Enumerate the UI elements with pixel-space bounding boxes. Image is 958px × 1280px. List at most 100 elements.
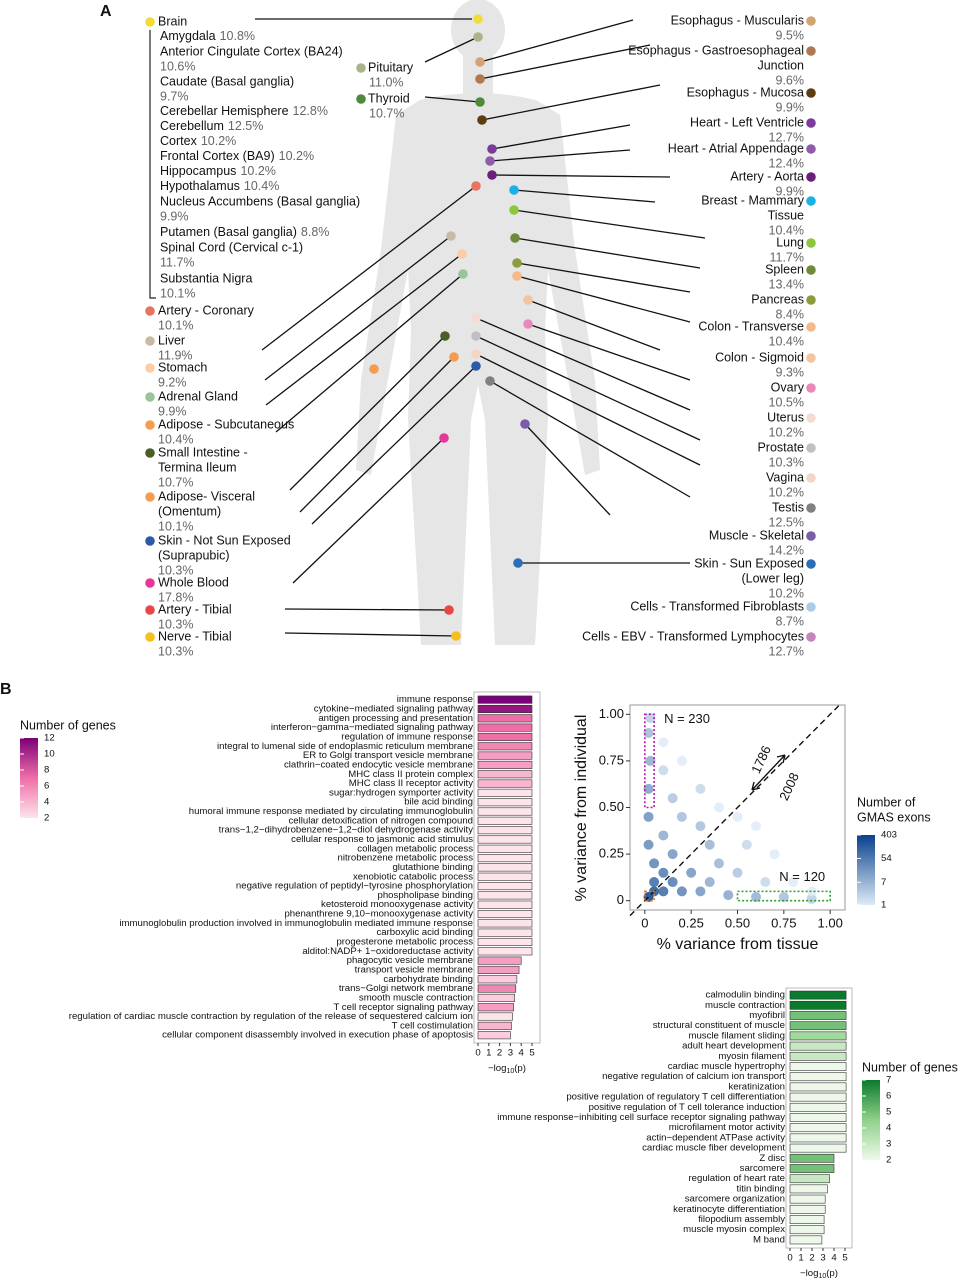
bar — [789, 1092, 847, 1102]
y-tick-label: 1.00 — [599, 706, 624, 721]
leader-line — [524, 423, 611, 516]
category-label: regulation of cardiac muscle contraction… — [69, 1011, 473, 1022]
point — [649, 858, 660, 869]
point — [658, 867, 669, 878]
point — [645, 713, 656, 724]
category-label: muscle filament sliding — [688, 1030, 785, 1041]
region-label: Amygdala 10.8% — [160, 29, 255, 43]
colorbar-title: GMAS exons — [857, 810, 931, 824]
tissue-pct: 13.4% — [769, 277, 804, 291]
point — [643, 727, 654, 738]
tissue-name: Cells - EBV - Transformed Lymphocytes — [582, 629, 804, 643]
category-label: xenobiotic catabolic process — [353, 871, 473, 882]
tissue-dot — [806, 16, 816, 26]
tissue-name: Termina Ileum — [158, 460, 237, 474]
body-dot — [471, 349, 481, 359]
tissue-name: (Lower leg) — [741, 571, 804, 585]
bar — [789, 1153, 835, 1163]
leader-line — [292, 437, 445, 584]
category-label: cardiac muscle fiber development — [642, 1143, 785, 1154]
category-label: sarcomere — [740, 1163, 785, 1174]
category-label: cellular component disassembly involved … — [162, 1030, 473, 1041]
tissue-dot — [356, 63, 366, 73]
bar — [477, 826, 533, 835]
tissue-pct: 9.3% — [776, 365, 805, 379]
bar — [477, 900, 533, 909]
x-tick-label: 4 — [519, 1048, 525, 1059]
bar — [789, 1235, 823, 1245]
point — [643, 783, 654, 794]
tissue-name: Prostate — [757, 440, 804, 454]
colorbar-tick-label: 3 — [886, 1139, 891, 1150]
body-dot — [440, 331, 450, 341]
colorbar-tick-label: 54 — [881, 853, 892, 864]
region-label: Cerebellar Hemisphere 12.8% — [160, 104, 328, 118]
bar — [789, 1102, 847, 1112]
leader-line — [514, 237, 701, 269]
body-dot — [509, 205, 519, 215]
plot-frame — [473, 691, 541, 1044]
category-label: sarcomere organization — [685, 1194, 785, 1205]
tissue-dot — [806, 413, 816, 423]
tissue-name: Artery - Tibial — [158, 602, 232, 616]
point — [643, 811, 654, 822]
tissue-pct: 10.1% — [158, 519, 193, 533]
x-tick-label: 0 — [641, 915, 648, 930]
category-label: progesterone metabolic process — [336, 937, 473, 948]
tissue-pct: 8.7% — [776, 614, 805, 628]
bar — [477, 704, 533, 714]
region-label: Hippocampus 10.2% — [160, 164, 276, 178]
tissue-dot — [806, 531, 816, 541]
category-label: phagocytic vesicle membrane — [347, 955, 473, 966]
region-name: Hippocampus — [160, 164, 236, 178]
leader-line — [299, 356, 455, 513]
colorbar-tick-label: 6 — [886, 1091, 891, 1102]
region-name: Putamen (Basal ganglia) — [160, 225, 297, 239]
x-tick-label: 3 — [820, 1253, 825, 1264]
colorbar — [20, 738, 38, 818]
tissue-dot — [806, 118, 816, 128]
body-dot — [446, 231, 456, 241]
colorbar-tick-label: 7 — [886, 1075, 891, 1086]
tissue-name: Liver — [158, 333, 185, 347]
category-label: adult heart development — [682, 1041, 785, 1052]
colorbar — [857, 835, 875, 905]
point — [643, 839, 654, 850]
point — [760, 877, 771, 888]
point — [723, 890, 734, 901]
tissue-dot — [806, 88, 816, 98]
leader-line — [513, 209, 706, 239]
tissue-dot — [145, 306, 155, 316]
region-pct: 10.8% — [220, 29, 255, 43]
x-axis-label: 10 — [506, 1068, 514, 1075]
bar — [789, 1143, 847, 1153]
leader-line — [424, 36, 479, 63]
tissue-pct: 10.4% — [769, 223, 804, 237]
tissue-name: Adipose- Visceral — [158, 489, 255, 503]
tissue-pct: 14.2% — [769, 543, 804, 557]
point — [713, 858, 724, 869]
body-dot — [509, 185, 519, 195]
tissue-name: Uterus — [767, 410, 804, 424]
colorbar-tick-label: 1 — [881, 900, 886, 911]
category-label: alditol:NADP+ 1−oxidoreductase activity — [302, 946, 473, 957]
category-label: negative regulation of peptidyl−tyrosine… — [236, 881, 473, 892]
point — [695, 821, 706, 832]
body-dot — [475, 74, 485, 84]
leader-line — [479, 19, 634, 63]
colorbar — [862, 1080, 880, 1160]
tissue-pct: 10.1% — [158, 318, 193, 332]
bar — [477, 779, 533, 788]
category-label: calmodulin binding — [706, 990, 785, 1001]
region-name: Cerebellar Hemisphere — [160, 104, 289, 118]
bar — [477, 770, 533, 779]
y-tick-label: 0.50 — [599, 799, 624, 814]
tissue-name: (Omentum) — [158, 504, 221, 518]
y-tick-label: 0.25 — [599, 846, 624, 861]
bar — [477, 816, 533, 825]
category-label: cytokine−mediated signaling pathway — [314, 704, 473, 715]
leader-line — [527, 299, 661, 351]
colorbar-tick-label: 6 — [44, 781, 49, 792]
region-label: Putamen (Basal ganglia) 8.8% — [160, 225, 329, 239]
point — [658, 830, 669, 841]
